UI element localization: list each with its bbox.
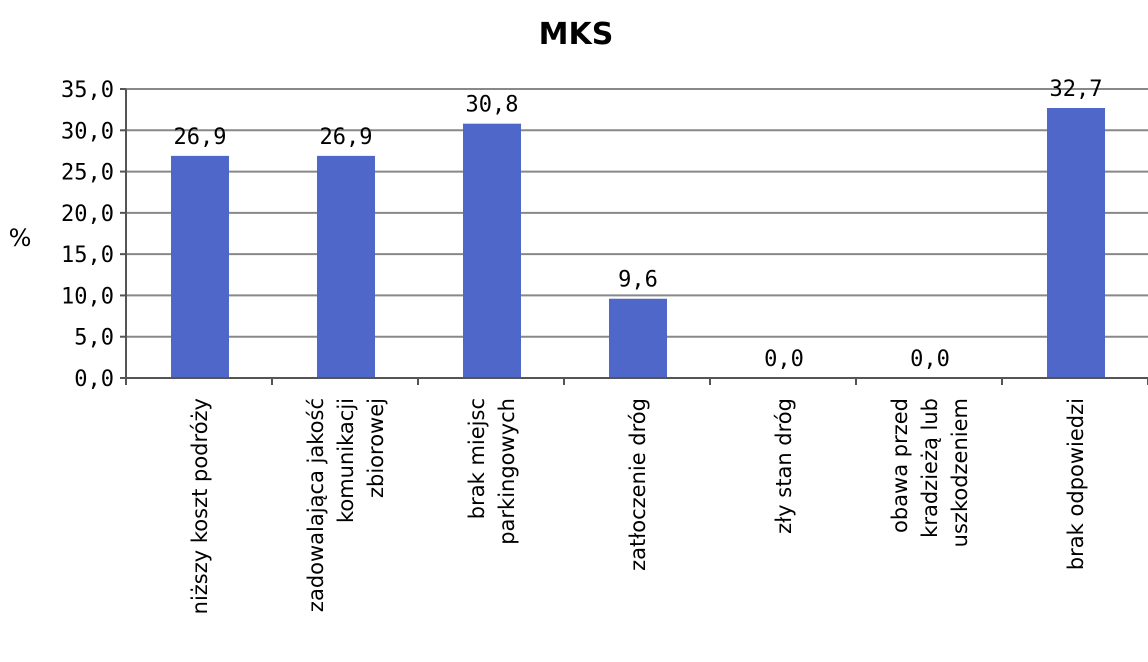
bar	[1047, 107, 1105, 379]
x-category-label: zły stan dróg	[772, 398, 796, 534]
y-tick-label: 5,0	[74, 326, 114, 351]
y-tick-label: 25,0	[61, 161, 114, 186]
data-label: 30,8	[466, 93, 519, 118]
svg-text:zły stan dróg: zły stan dróg	[772, 398, 796, 534]
svg-text:zatłoczenie dróg: zatłoczenie dróg	[626, 398, 650, 571]
y-tick-label: 35,0	[61, 78, 114, 103]
y-tick-label: 0,0	[74, 367, 114, 392]
data-label: 0,0	[910, 347, 950, 372]
x-category-label: zatłoczenie dróg	[626, 398, 650, 571]
bar	[171, 155, 229, 378]
data-label: 9,6	[618, 268, 658, 293]
bar	[317, 155, 375, 378]
bars	[171, 107, 1105, 379]
bar	[463, 123, 521, 379]
x-category-label: obawa przed kradzieżą lub uszkodzeniem	[888, 398, 972, 547]
chart-title: MKS	[539, 17, 614, 52]
y-axis-label: %	[9, 224, 32, 252]
bar	[609, 298, 667, 378]
x-category-label: zadowalająca jakość komunikacji zbiorowej	[304, 398, 388, 612]
svg-text:brak odpowiedzi: brak odpowiedzi	[1064, 398, 1088, 570]
axes: 0,0 5,0 10,0 15,0 20,0 25,0 30,0 35,0	[61, 78, 1148, 392]
data-label: 26,9	[320, 125, 373, 150]
x-category-label: niższy koszt podróży	[188, 398, 212, 614]
data-labels: 26,9 26,9 30,8 9,6 0,0 0,0 32,7	[174, 77, 1103, 372]
svg-text:niższy koszt podróży: niższy koszt podróży	[188, 398, 212, 614]
y-tick-label: 20,0	[61, 202, 114, 227]
x-category-label: brak miejsc parkingowych	[465, 398, 519, 545]
x-category-label: brak odpowiedzi	[1064, 398, 1088, 570]
y-tick-label: 10,0	[61, 284, 114, 309]
category-labels: niższy koszt podróży zadowalająca jakość k…	[188, 398, 1088, 614]
data-label: 0,0	[764, 347, 804, 372]
data-label: 32,7	[1050, 77, 1103, 102]
y-tick-label: 30,0	[61, 119, 114, 144]
y-tick-label: 15,0	[61, 243, 114, 268]
gridlines	[126, 88, 1148, 338]
data-label: 26,9	[174, 125, 227, 150]
